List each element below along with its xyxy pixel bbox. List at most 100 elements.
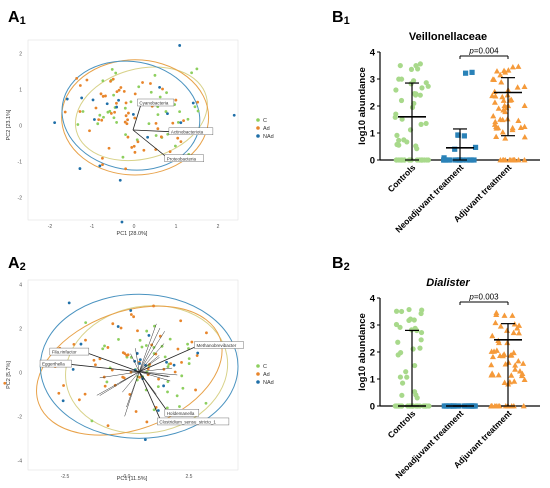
a2-vector-4 [138,371,162,423]
b1-point-0 [410,78,417,84]
a2-vector-minor [99,371,140,379]
a2-point-ad [176,347,180,351]
b2-point-2 [510,329,517,336]
a1-point-c [186,117,190,121]
a1-point-ad [78,84,82,87]
a1-point-ad [161,87,164,91]
a2-xtick: 2.5 [186,474,193,480]
a2-vector-minor [139,371,171,382]
b2-point-2 [504,327,511,333]
a2-point-c [101,347,105,351]
b1-point-1 [455,132,461,138]
b1-point-2 [511,157,518,163]
a2-legend-marker-c [256,364,260,368]
b2-point-0 [417,345,423,351]
a1-point-ad [174,98,178,102]
a2-point-ad [132,315,136,319]
a2-point-c [165,406,169,410]
a2-vector-minor [139,371,169,378]
panel-label-a1: A1 [8,9,26,27]
b2-point-2 [508,372,515,378]
a1-point-nad [65,97,69,101]
a2-point-nad [147,334,151,337]
b1-point-1 [469,69,475,75]
a2-vector-label-3: Holdemanella [167,411,195,416]
a2-point-c [152,346,156,349]
b2-point-2 [515,358,522,364]
b2-point-0 [399,380,406,386]
b1-point-2 [495,124,502,131]
b1-point-2 [505,67,512,73]
panel-label-b2: B2 [332,255,350,273]
b2-point-2 [501,379,508,385]
a1-point-nad [93,118,96,121]
a2-point-ad [136,329,139,333]
a1-x-axis-label: PC1 [28.0%] [117,231,148,237]
a1-point-ad [104,94,107,98]
a1-legend: C Ad NAd [256,118,274,140]
a2-plot-frame [27,279,239,471]
b2-point-2 [501,312,508,318]
panel-b1: B1 Veillonellaceae 01234ControlsNeoadjuv… [332,9,540,235]
a2-point-c [187,357,191,360]
b1-point-2 [499,129,506,135]
a1-point-ad [149,82,152,85]
b1-point-0 [424,157,430,163]
a1-ytick: 0 [19,124,22,130]
b1-point-0 [425,83,431,89]
a1-point-c [123,106,127,110]
a1-point-ad [75,76,79,80]
a2-legend-marker-ad [256,372,260,376]
a1-legend-marker-ad [256,126,260,130]
b1-point-2 [502,157,509,163]
a1-point-ad [182,119,185,123]
b2-point-0 [412,362,418,369]
a1-y-axis-label: PC2 [23.1%] [6,109,12,140]
a2-point-c [166,390,169,394]
a1-point-ad [126,118,130,122]
b2-point-2 [512,362,519,368]
b1-category-label-0: Controls [386,162,418,194]
a1-point-c [193,105,197,109]
a2-point-c [166,380,170,384]
b2-point-0 [418,329,425,336]
a2-vector-label-box-3 [164,409,200,417]
a2-ytick: -2 [18,415,23,421]
a2-xtick: 0.0 [124,474,131,480]
a1-ticks: -2 -1 0 1 2 2 1 0 -1 -2 [18,52,220,231]
b1-point-2 [489,92,496,99]
a2-vector-label-1: Eggerthella [42,362,65,367]
a2-vector-minor [139,357,160,372]
b2-point-0 [410,346,416,352]
a2-vector-label-2: Methanobrevibacter [196,343,236,348]
a2-vector-label-box-2 [194,341,244,349]
a2-vector-label-box-4 [157,417,230,426]
a2-point-nad [67,301,71,305]
a2-vector-minor [99,371,140,396]
a1-point-ad [100,118,104,122]
a1-point-nad [158,85,161,89]
b2-ytick-label: 0 [370,401,375,412]
a2-point-ad [121,351,125,355]
a2-legend-label-ad: Ad [263,372,270,378]
a1-point-ad [196,100,200,104]
a2-point-c [103,344,106,348]
a1-point-ad [94,106,98,110]
a2-vector-2 [139,345,199,373]
a1-point-c [153,73,157,77]
b1-point-2 [499,116,506,123]
a1-vectors: Cyanobacteria Actinobacteriota Proteobacte… [132,98,214,163]
a2-point-ad [92,358,96,362]
b1-point-2 [498,79,505,85]
a2-vector-1 [67,363,140,373]
a1-vector-label-box-2 [164,154,204,163]
b2-point-2 [493,309,500,316]
b2-point-2 [518,372,525,379]
b1-point-2 [515,157,522,163]
a1-vector-0 [132,102,142,131]
b1-point-0 [393,87,399,93]
a2-point-ad [122,376,126,380]
b2-point-2 [489,353,496,360]
a2-point-c [105,380,109,384]
a2-point-nad [143,438,147,442]
